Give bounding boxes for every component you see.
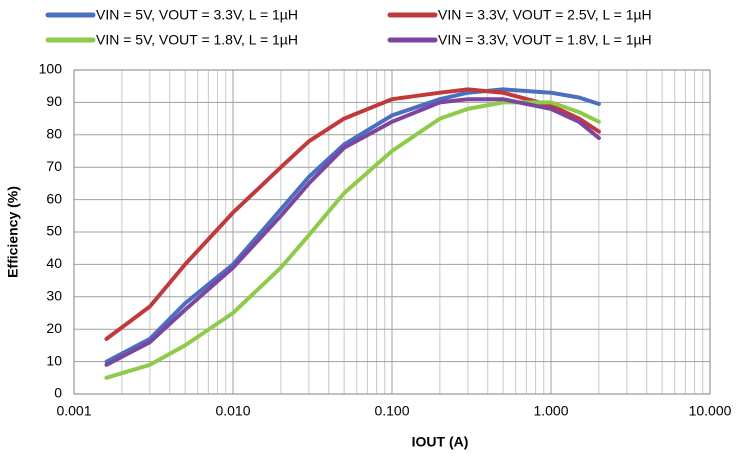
x-tick-label: 0.001	[56, 403, 91, 419]
x-tick-label: 0.010	[215, 403, 250, 419]
y-tick-label: 100	[39, 61, 63, 77]
y-tick-label: 70	[46, 158, 62, 174]
y-tick-label: 40	[46, 255, 62, 271]
y-tick-label: 50	[46, 223, 62, 239]
legend-label: VIN = 3.3V, VOUT = 1.8V, L = 1µH	[438, 32, 652, 48]
legend-label: VIN = 3.3V, VOUT = 2.5V, L = 1µH	[438, 7, 652, 23]
x-tick-label: 1.000	[533, 403, 568, 419]
legend-label: VIN = 5V, VOUT = 1.8V, L = 1µH	[96, 32, 298, 48]
x-axis-title: IOUT (A)	[412, 434, 469, 450]
plot-border	[73, 69, 711, 395]
legend-label: VIN = 5V, VOUT = 3.3V, L = 1µH	[96, 7, 298, 23]
y-tick-label: 20	[46, 320, 62, 336]
series-line	[104, 97, 601, 367]
y-tick-label: 90	[46, 93, 62, 109]
y-tick-label: 60	[46, 190, 62, 206]
series-line	[104, 100, 601, 380]
y-tick-label: 80	[46, 126, 62, 142]
series-line	[104, 87, 601, 341]
y-tick-label: 10	[46, 352, 62, 368]
y-tick-label: 30	[46, 288, 62, 304]
y-tick-label: 0	[54, 385, 62, 401]
x-tick-label: 0.100	[374, 403, 409, 419]
x-tick-label: 10.000	[689, 403, 732, 419]
series-line	[104, 87, 601, 364]
y-axis-title: Efficiency (%)	[5, 186, 21, 278]
